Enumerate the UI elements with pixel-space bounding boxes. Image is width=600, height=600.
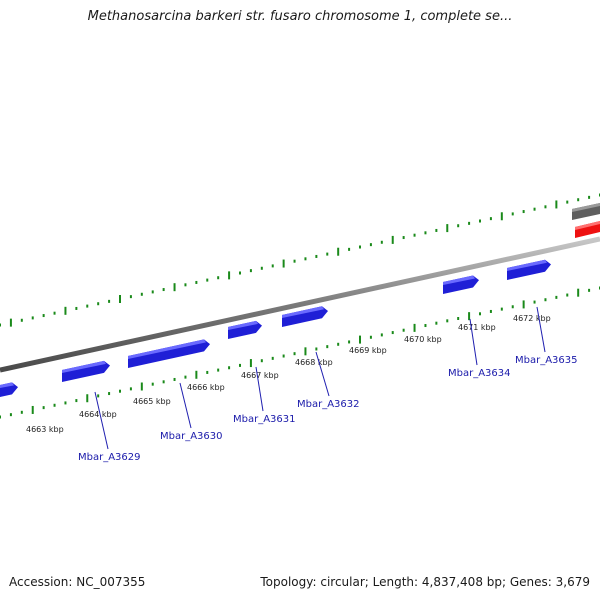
genome-summary: Topology: circular; Length: 4,837,408 bp…	[260, 575, 590, 589]
tick-label: 4665 kbp	[133, 397, 171, 406]
gene-leaders	[94, 306, 546, 450]
gene-label[interactable]: Mbar_A3632	[297, 399, 360, 410]
gene-arrow[interactable]	[0, 382, 18, 397]
lower-tick-track	[0, 286, 600, 419]
tick-label: 4670 kbp	[404, 335, 442, 344]
gene-label[interactable]: Mbar_A3635	[515, 355, 578, 366]
tick-label: 4669 kbp	[349, 346, 387, 355]
gene-arrow[interactable]	[282, 306, 328, 327]
gene-label[interactable]: Mbar_A3634	[448, 368, 511, 379]
tick-label: 4671 kbp	[458, 323, 496, 332]
feature-grey[interactable]	[572, 203, 600, 220]
upper-tick-track	[0, 193, 600, 327]
tick-label: 4664 kbp	[79, 410, 117, 419]
gene-arrow[interactable]	[228, 320, 262, 339]
gene-arrow[interactable]	[62, 360, 110, 382]
tick-label: 4668 kbp	[295, 358, 333, 367]
tick-label: 4667 kbp	[241, 371, 279, 380]
feature-red[interactable]	[575, 221, 600, 238]
map-title: Methanosarcina barkeri str. fusaro chrom…	[87, 9, 513, 24]
gene-arrow[interactable]	[507, 259, 551, 280]
tick-label: 4672 kbp	[513, 314, 551, 323]
gene-track[interactable]	[0, 259, 551, 397]
gene-label[interactable]: Mbar_A3630	[160, 431, 223, 442]
gene-arrow[interactable]	[128, 339, 210, 368]
tick-label: 4663 kbp	[26, 425, 64, 434]
gene-label[interactable]: Mbar_A3629	[78, 452, 141, 463]
chromosome-backbone	[0, 236, 600, 373]
accession-text: Accession: NC_007355	[9, 575, 146, 589]
tick-label: 4666 kbp	[187, 383, 225, 392]
gene-arrow[interactable]	[443, 275, 479, 294]
gene-label[interactable]: Mbar_A3631	[233, 414, 296, 425]
